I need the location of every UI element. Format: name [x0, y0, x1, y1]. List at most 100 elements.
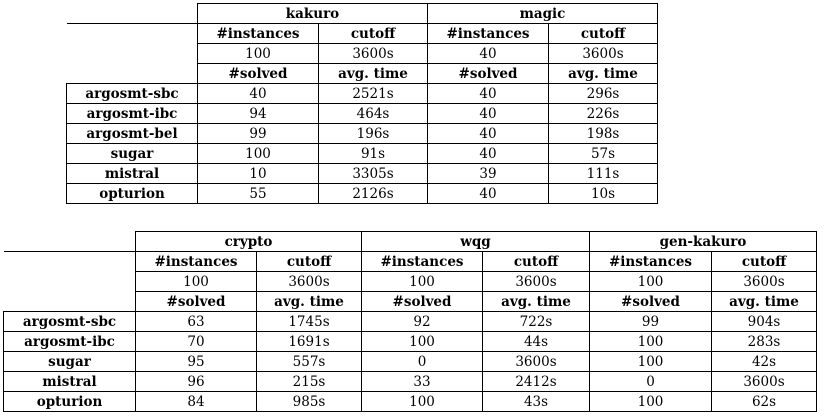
solved-value: 33	[361, 371, 483, 392]
results-table-1: kakuro magic #instances cutoff #instances cut…	[66, 3, 658, 204]
instances-value: 100	[361, 271, 483, 292]
instances-header: #instances	[361, 251, 483, 272]
cutoff-value: 3600s	[256, 271, 362, 292]
avg-time-header: avg. time	[482, 291, 590, 312]
solved-value: 99	[589, 311, 712, 332]
instances-value: 100	[589, 271, 712, 292]
solved-value: 40	[427, 183, 549, 204]
blank-cell	[4, 292, 136, 312]
time-value: 722s	[482, 311, 590, 332]
solved-header: #solved	[197, 63, 319, 84]
corner-blank	[66, 3, 198, 24]
blank-cell	[4, 272, 136, 292]
param-label-row: #instances cutoff #instances cutoff #instanc…	[4, 251, 817, 272]
cutoff-value: 3600s	[548, 43, 658, 64]
param-label-row: #instances cutoff #instances cutoff	[67, 23, 658, 44]
time-value: 904s	[711, 311, 817, 332]
solved-value: 100	[589, 391, 712, 412]
solver-name: opturion	[3, 391, 136, 412]
solved-header: #solved	[135, 291, 257, 312]
solver-name: argosmt-ibc	[3, 331, 136, 352]
time-value: 1745s	[256, 311, 362, 332]
time-value: 62s	[711, 391, 817, 412]
solved-value: 94	[197, 103, 319, 124]
time-value: 111s	[548, 163, 658, 184]
time-value: 2126s	[318, 183, 428, 204]
solved-header: #solved	[427, 63, 549, 84]
table-row: mistral 96 215s 33 2412s 0 3600s	[3, 371, 817, 392]
group-header-row: crypto wqg gen-kakuro	[3, 231, 817, 252]
table-row: opturion 84 985s 100 43s 100 62s	[3, 391, 817, 412]
time-value: 464s	[318, 103, 428, 124]
solved-value: 84	[135, 391, 257, 412]
group-name: gen-kakuro	[589, 231, 817, 252]
time-value: 10s	[548, 183, 658, 204]
solved-value: 92	[361, 311, 483, 332]
solved-value: 40	[427, 103, 549, 124]
table-row: argosmt-bel 99 196s 40 198s	[66, 123, 658, 144]
cutoff-value: 3600s	[711, 271, 817, 292]
solved-value: 70	[135, 331, 257, 352]
blank-cell	[67, 44, 198, 64]
avg-time-header: avg. time	[318, 63, 428, 84]
solved-value: 95	[135, 351, 257, 372]
time-value: 3600s	[482, 351, 590, 372]
instances-header: #instances	[589, 251, 712, 272]
table-row: argosmt-ibc 94 464s 40 226s	[66, 103, 658, 124]
solved-value: 55	[197, 183, 319, 204]
instances-value: 100	[135, 271, 257, 292]
instances-value: 100	[197, 43, 319, 64]
time-value: 2412s	[482, 371, 590, 392]
time-value: 44s	[482, 331, 590, 352]
group-name: kakuro	[197, 3, 428, 24]
solved-value: 100	[589, 351, 712, 372]
corner-blank	[3, 231, 136, 252]
table-row: argosmt-ibc 70 1691s 100 44s 100 283s	[3, 331, 817, 352]
cutoff-value: 3600s	[318, 43, 428, 64]
avg-time-header: avg. time	[256, 291, 362, 312]
time-value: 2521s	[318, 83, 428, 104]
cutoff-header: cutoff	[256, 251, 362, 272]
table-row: mistral 10 3305s 39 111s	[66, 163, 658, 184]
solved-value: 40	[427, 123, 549, 144]
instances-header: #instances	[135, 251, 257, 272]
time-value: 226s	[548, 103, 658, 124]
table-row: argosmt-sbc 63 1745s 92 722s 99 904s	[3, 311, 817, 332]
metric-label-row: #solved avg. time #solved avg. time #solved a…	[4, 291, 817, 312]
time-value: 57s	[548, 143, 658, 164]
time-value: 91s	[318, 143, 428, 164]
time-value: 985s	[256, 391, 362, 412]
blank-cell	[4, 252, 136, 272]
table-row: sugar 95 557s 0 3600s 100 42s	[3, 351, 817, 372]
solved-value: 63	[135, 311, 257, 332]
solved-value: 100	[197, 143, 319, 164]
avg-time-header: avg. time	[548, 63, 658, 84]
time-value: 198s	[548, 123, 658, 144]
avg-time-header: avg. time	[711, 291, 817, 312]
solved-value: 40	[197, 83, 319, 104]
table-row: argosmt-sbc 40 2521s 40 296s	[66, 83, 658, 104]
solver-name: argosmt-ibc	[66, 103, 198, 124]
param-value-row: 100 3600s 40 3600s	[67, 43, 658, 64]
instances-value: 40	[427, 43, 549, 64]
metric-label-row: #solved avg. time #solved avg. time	[67, 63, 658, 84]
cutoff-value: 3600s	[482, 271, 590, 292]
group-name: wqg	[361, 231, 590, 252]
time-value: 557s	[256, 351, 362, 372]
cutoff-header: cutoff	[318, 23, 428, 44]
blank-cell	[67, 64, 198, 84]
solved-value: 40	[427, 83, 549, 104]
cutoff-header: cutoff	[711, 251, 817, 272]
solved-value: 100	[589, 331, 712, 352]
instances-header: #instances	[427, 23, 549, 44]
param-value-row: 100 3600s 100 3600s 100 3600s	[4, 271, 817, 292]
solver-name: mistral	[66, 163, 198, 184]
solved-header: #solved	[589, 291, 712, 312]
solved-value: 100	[361, 331, 483, 352]
time-value: 43s	[482, 391, 590, 412]
time-value: 296s	[548, 83, 658, 104]
solver-name: sugar	[3, 351, 136, 372]
time-value: 3305s	[318, 163, 428, 184]
solver-name: argosmt-bel	[66, 123, 198, 144]
instances-header: #instances	[197, 23, 319, 44]
